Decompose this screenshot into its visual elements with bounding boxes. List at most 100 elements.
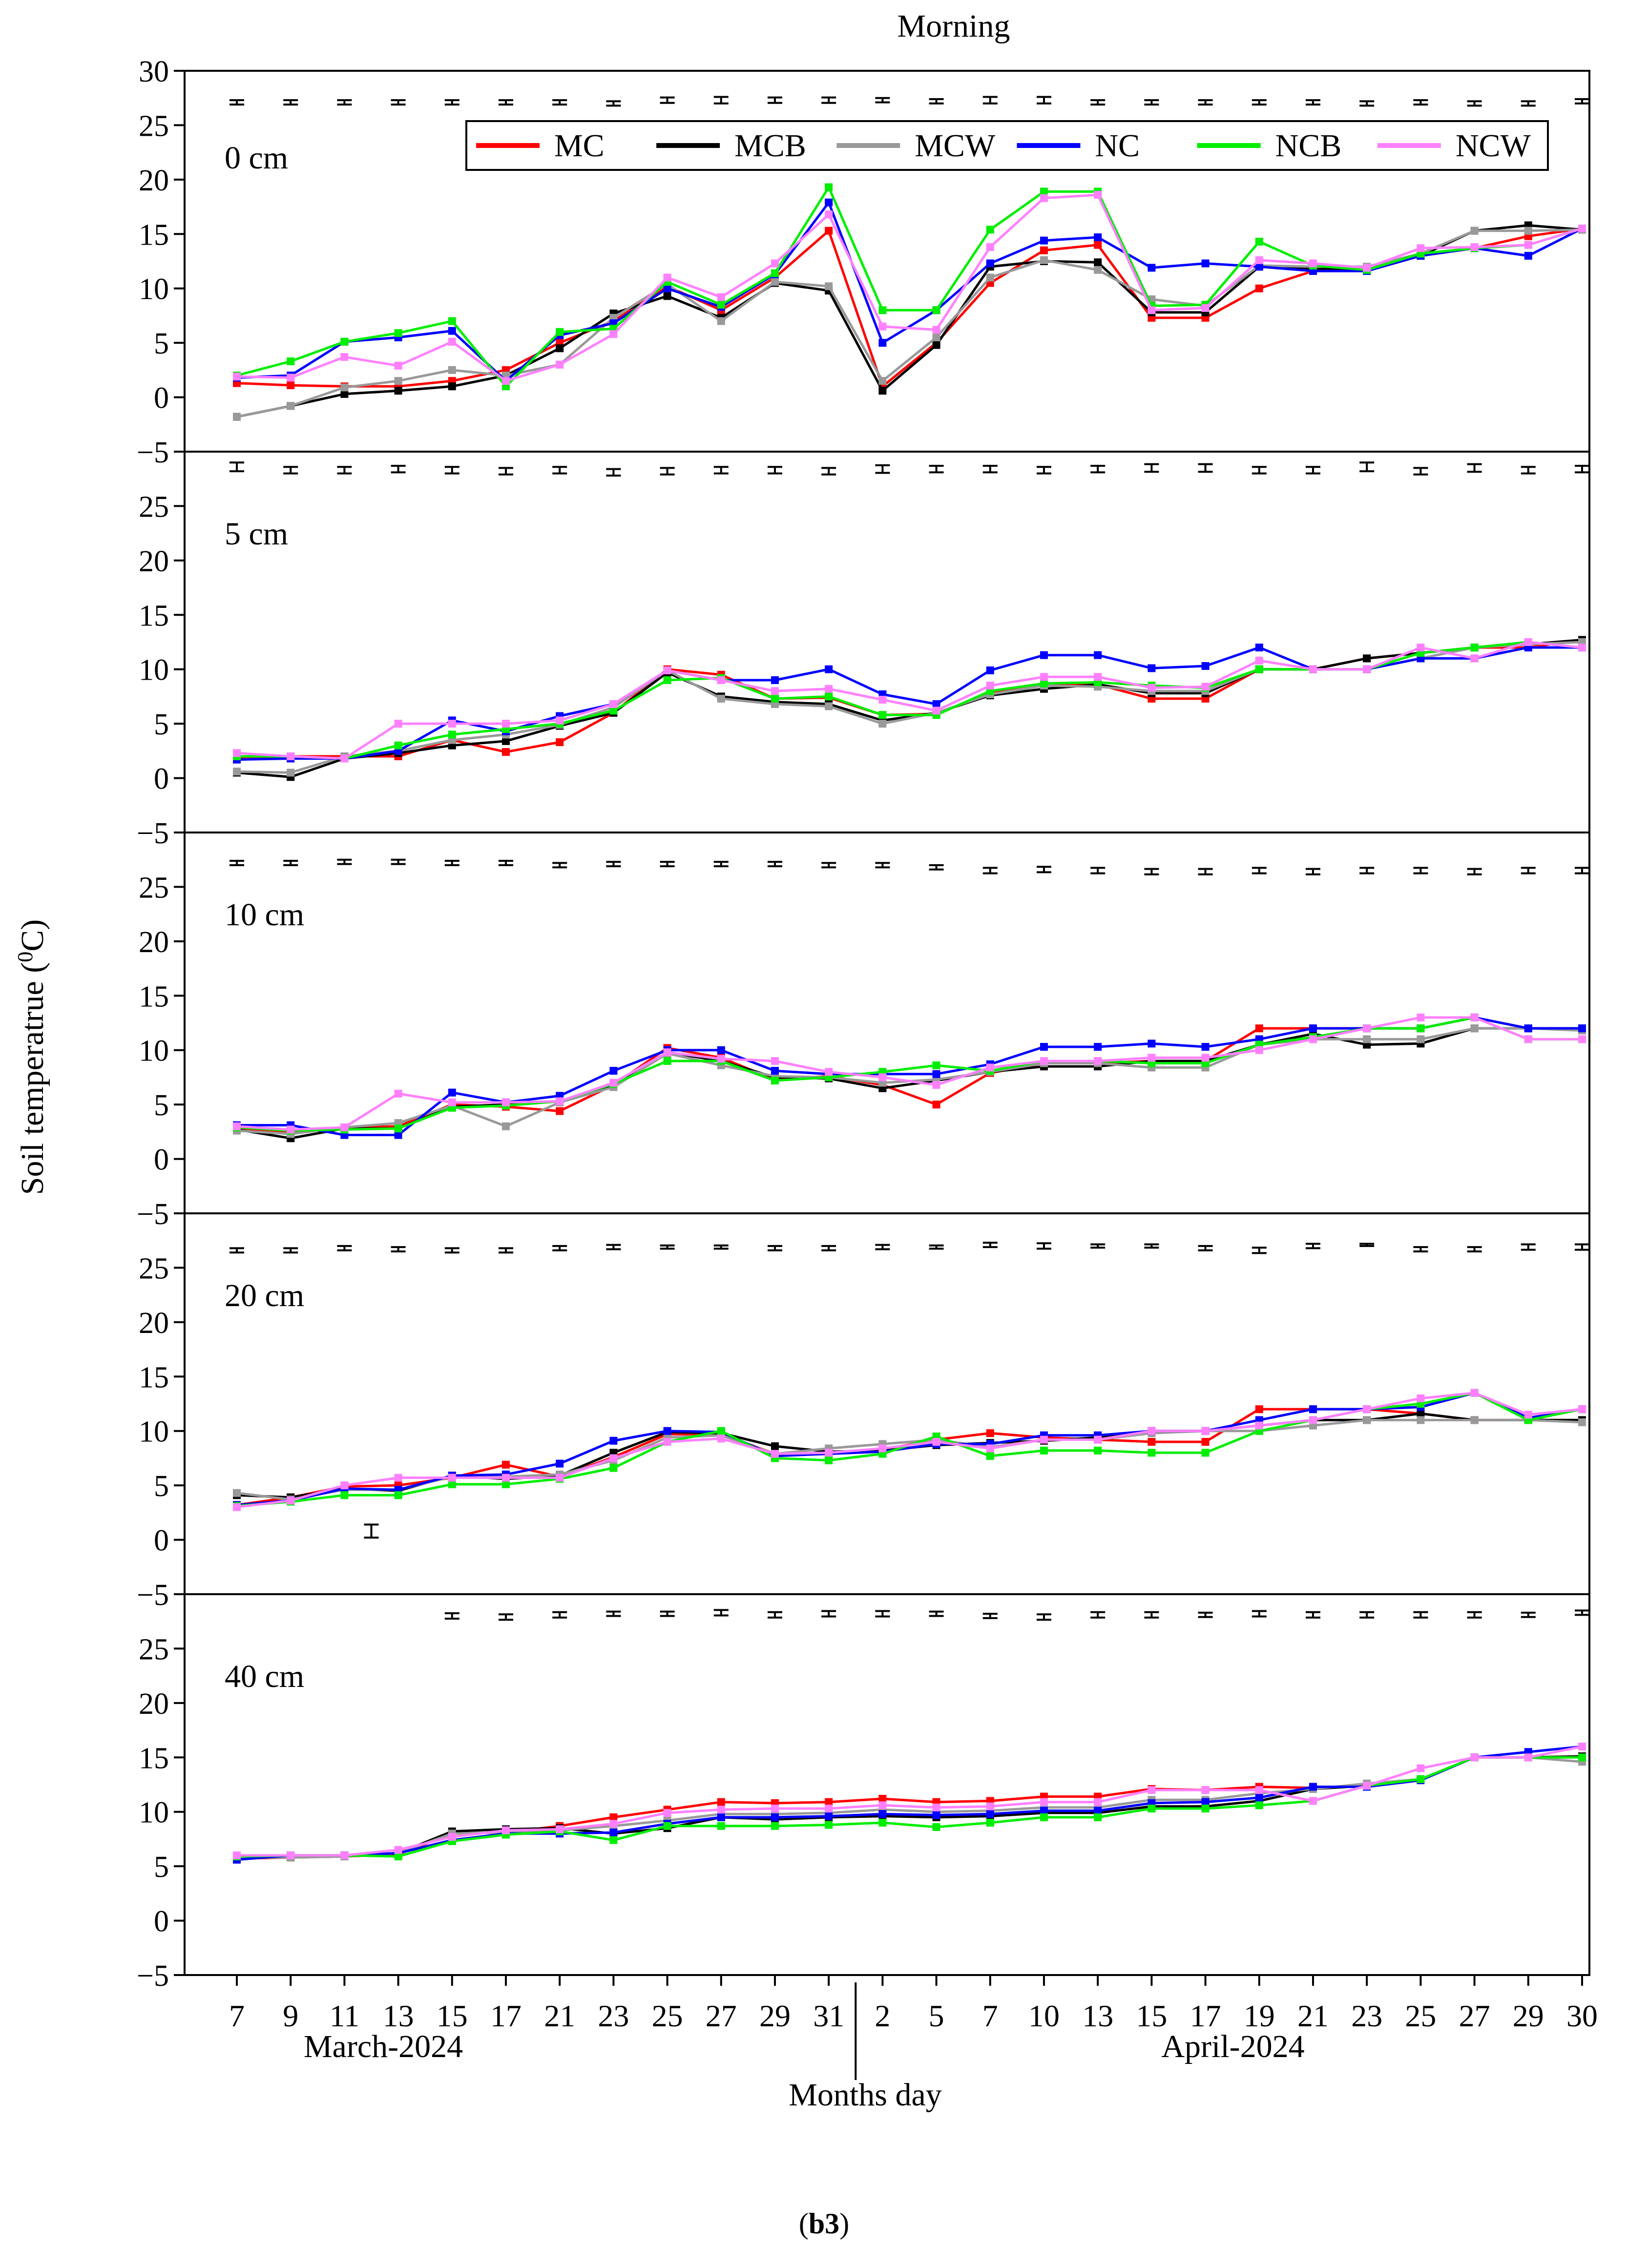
data-point-ncw [717,1435,725,1443]
error-bar [1467,1246,1482,1252]
y-tick-label: 25 [139,1633,169,1666]
data-point-ncw [502,1826,510,1834]
error-bar [283,859,298,866]
data-point-ncw [1255,256,1263,264]
x-tick-label: 5 [929,1998,944,2033]
error-bar [875,464,890,474]
x-tick-label: 11 [330,1998,360,2033]
depth-label: 0 cm [225,140,288,176]
error-bar [660,861,675,868]
error-bar [1037,1242,1051,1250]
error-bar [1413,467,1428,476]
data-point-ncw [1201,1427,1210,1435]
data-point-nc [825,665,833,673]
data-point-nc [878,339,887,347]
data-point-mcw [717,694,725,703]
data-point-ncw [233,1503,241,1511]
legend-label-ncw: NCW [1456,128,1531,164]
data-point-mcw [1040,256,1048,264]
month-label-march: March-2024 [304,2029,463,2064]
error-bar [391,464,406,474]
data-point-mc [878,1794,887,1803]
series-line-mcb [236,224,1583,418]
data-point-ncw [878,1444,887,1453]
error-bar [982,1613,998,1620]
data-point-mc [1094,241,1102,249]
error-bar [552,1245,567,1251]
y-tick-label: 10 [139,1796,169,1830]
data-point-mc [932,1101,940,1109]
x-tick-label: 31 [813,1998,844,2033]
data-point-ncb [1094,1813,1102,1821]
error-bar [1198,1611,1213,1618]
data-point-nc [556,1459,564,1468]
error-bar [713,861,729,868]
data-point-ncw [502,1474,510,1482]
data-point-nc [1524,1024,1532,1033]
error-bar [1413,99,1428,106]
data-point-nc [1201,662,1210,670]
data-point-nc [663,284,671,292]
y-tick-label: 20 [139,926,169,959]
error-bar [1467,100,1482,107]
data-point-mcb [878,387,887,395]
data-point-ncw [663,1809,671,1817]
series-line-mcb [236,639,1583,778]
error-bar [552,862,567,869]
data-point-ncw [932,1803,940,1811]
y-tick-label: 15 [139,980,169,1013]
error-bar [1090,1611,1106,1619]
data-point-ncw [1417,644,1425,652]
error-bar [1090,464,1106,474]
data-point-ncb [663,1057,671,1065]
error-bar [768,861,782,868]
error-bar [499,99,513,106]
error-bar [1467,1611,1482,1619]
error-bar [1037,466,1051,475]
series-line-mcb [236,1412,1582,1499]
data-point-ncw [340,1481,349,1490]
y-tick-label: 15 [139,1742,169,1775]
data-point-ncw [1470,1013,1479,1021]
error-bar [821,1245,836,1251]
data-point-ncw [1201,683,1210,691]
data-point-ncw [1040,1057,1048,1065]
data-point-nc [878,1810,887,1818]
x-tick-label: 21 [544,1998,575,2033]
y-tick-label: 5 [154,708,169,741]
error-bar [1144,463,1159,473]
data-point-mcb [1094,258,1102,267]
data-point-ncw [1201,1054,1210,1062]
data-point-ncw [1524,1035,1532,1043]
error-bar [929,1244,944,1250]
data-point-ncw [233,1851,241,1859]
data-point-ncw [556,1097,564,1105]
data-point-ncw [609,1454,618,1462]
data-point-ncw [1094,673,1102,681]
data-point-ncw [1255,1421,1263,1430]
data-point-ncw [394,1846,402,1854]
data-point-nc [609,1436,618,1445]
data-point-ncw [1524,638,1532,646]
data-point-ncw [233,1122,241,1130]
data-point-ncb [394,329,402,337]
error-bar [499,859,513,866]
data-point-ncw [1309,259,1317,268]
error-bar [1306,99,1320,106]
data-point-ncw [825,1805,833,1813]
y-tick-label: 20 [139,164,169,197]
error-bar [499,467,513,476]
error-bar [1252,1247,1267,1254]
x-tick-label: 30 [1566,1998,1598,2033]
data-point-ncb [1470,644,1479,652]
y-tick-label: 20 [139,1307,169,1340]
data-point-ncw [502,377,510,385]
y-tick-label: 0 [154,1524,169,1558]
legend-box [465,120,1549,171]
x-tick-label: 17 [1190,1998,1221,2033]
data-point-ncw [502,1098,510,1106]
error-bar [660,1244,675,1250]
data-point-ncb [1040,187,1048,196]
data-point-ncw [448,720,456,728]
error-bar [606,1610,621,1617]
